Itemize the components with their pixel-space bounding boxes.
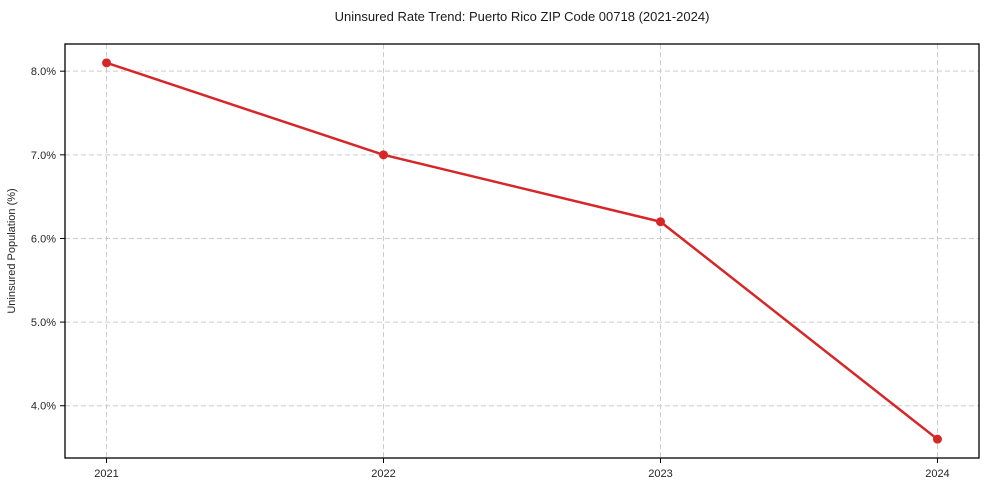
trend-line [105,61,939,441]
data-point-marker [655,217,665,227]
x-tick-label: 2024 [925,468,949,480]
y-tick-label: 5.0% [31,317,56,329]
data-point-marker [932,434,942,444]
y-tick-label: 7.0% [31,150,56,162]
y-tick-label: 8.0% [31,66,56,78]
y-axis-label: Uninsured Population (%) [6,188,18,313]
x-tick-label: 2021 [94,468,118,480]
y-tick-label: 6.0% [31,233,56,245]
plot-area: 2021 2022 2023 2024 4.0% 5.0% 6.0% 7.0% 8.0% [31,43,980,480]
x-tick-label: 2022 [371,468,395,480]
x-tick-label: 2023 [648,468,672,480]
y-tick-label: 4.0% [31,401,56,413]
data-point-marker [379,150,389,160]
plot-border [64,43,980,459]
chart-title: Uninsured Rate Trend: Puerto Rico ZIP Co… [335,9,710,24]
data-point-marker [102,58,112,68]
